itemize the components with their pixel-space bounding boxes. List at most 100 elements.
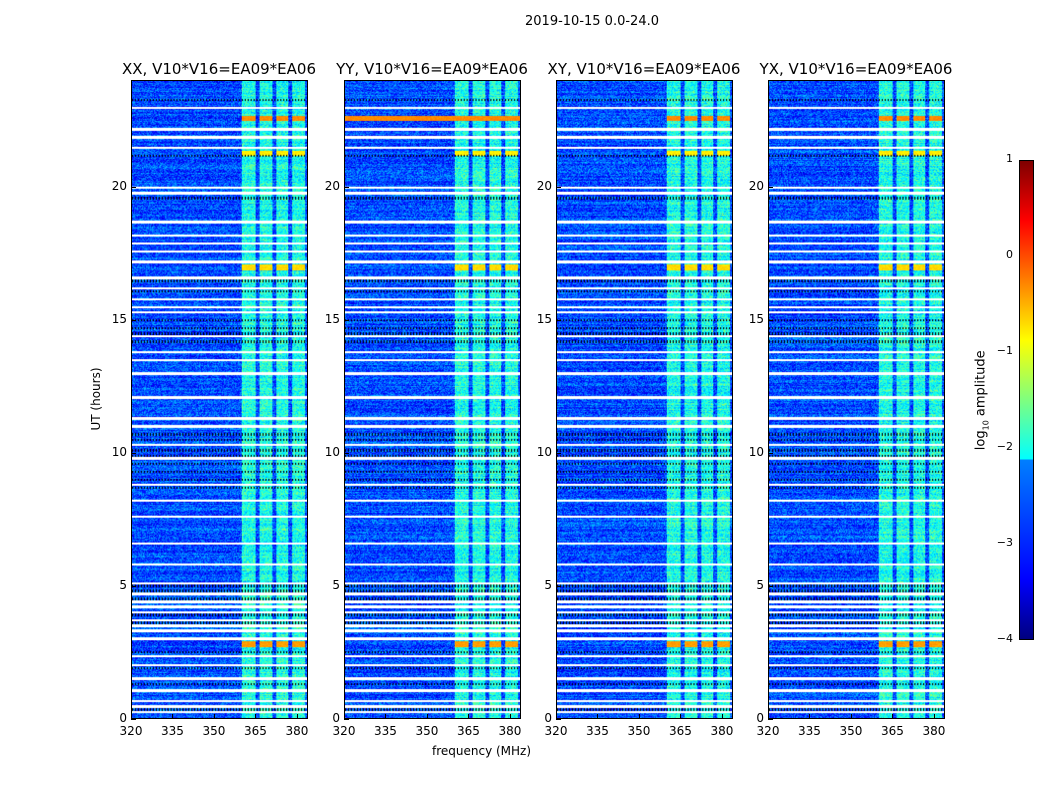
y-tick: [131, 585, 136, 587]
y-tick-label: 10: [536, 444, 552, 459]
x-tick-label: 380: [285, 724, 309, 738]
x-tick: [680, 714, 682, 719]
x-tick: [344, 714, 345, 719]
x-tick: [468, 714, 470, 719]
y-tick-label: 15: [111, 311, 127, 326]
panel-title-1: YY, V10*V16=EA09*EA06: [336, 60, 528, 78]
y-tick-label: 20: [748, 178, 764, 193]
y-tick-label: 5: [544, 577, 552, 592]
y-tick-label: 0: [119, 711, 127, 725]
y-axis-label: UT (hours): [89, 367, 103, 431]
x-tick-label: 320: [332, 724, 356, 738]
y-tick: [131, 452, 136, 454]
x-tick-label: 365: [669, 724, 692, 738]
x-tick: [556, 714, 557, 719]
y-tick: [344, 319, 349, 321]
y-tick: [556, 186, 561, 188]
x-tick: [933, 714, 935, 719]
y-tick: [768, 319, 773, 321]
x-tick-label: 350: [415, 724, 439, 738]
suptitle: 2019-10-15 0.0-24.0: [525, 14, 659, 29]
x-tick: [255, 714, 257, 719]
heatmap-image: [557, 81, 732, 718]
x-tick: [509, 714, 511, 719]
x-tick: [638, 714, 640, 719]
x-tick-label: 350: [202, 724, 226, 738]
y-tick: [344, 452, 349, 454]
x-tick-label: 320: [119, 724, 143, 738]
colorbar-tick-label: 1: [1006, 152, 1013, 165]
y-tick: [768, 585, 773, 587]
y-tick: [131, 719, 136, 720]
y-tick-label: 10: [111, 444, 127, 459]
heatmap-panel-0: [131, 80, 308, 719]
y-tick-label: 20: [324, 178, 340, 193]
x-tick: [892, 714, 894, 719]
y-tick-label: 15: [324, 311, 340, 326]
heatmap-image: [345, 81, 520, 718]
x-tick: [131, 714, 132, 719]
x-tick: [296, 714, 298, 719]
panel-title-2: XY, V10*V16=EA09*EA06: [547, 60, 741, 78]
x-tick-label: 380: [922, 724, 946, 738]
y-tick: [556, 319, 561, 321]
colorbar-label: log10 amplitude: [973, 350, 991, 451]
panel-title-3: YX, V10*V16=EA09*EA06: [759, 60, 953, 78]
x-tick-label: 350: [627, 724, 651, 738]
x-tick-label: 335: [586, 724, 609, 738]
y-tick: [344, 186, 349, 188]
x-tick-label: 380: [710, 724, 734, 738]
heatmap-panel-3: [768, 80, 945, 719]
heatmap-panel-1: [344, 80, 521, 719]
heatmap-image: [132, 81, 307, 718]
x-tick-label: 365: [457, 724, 480, 738]
y-tick: [768, 186, 773, 188]
heatmap-image: [769, 81, 944, 718]
y-tick-label: 20: [111, 178, 127, 193]
y-tick-label: 5: [332, 577, 340, 592]
y-tick-label: 20: [536, 178, 552, 193]
y-tick: [344, 585, 349, 587]
y-tick: [768, 719, 773, 720]
y-tick-label: 0: [544, 711, 552, 725]
x-tick-label: 320: [756, 724, 780, 738]
x-tick-label: 350: [839, 724, 863, 738]
x-tick-label: 380: [498, 724, 522, 738]
x-tick-label: 335: [798, 724, 821, 738]
heatmap-panel-2: [556, 80, 733, 719]
y-tick-label: 15: [748, 311, 764, 326]
colorbar-tick-label: −3: [996, 536, 1013, 549]
x-tick: [172, 714, 174, 719]
x-tick: [850, 714, 852, 719]
x-tick-label: 365: [244, 724, 267, 738]
colorbar-tick-label: −2: [996, 440, 1013, 453]
y-tick-label: 0: [332, 711, 340, 725]
x-tick: [721, 714, 723, 719]
y-tick: [344, 719, 349, 720]
x-axis-label: frequency (MHz): [432, 744, 532, 758]
y-tick: [556, 585, 561, 587]
x-tick: [426, 714, 428, 719]
colorbar-tick-label: −1: [996, 344, 1013, 357]
x-tick: [597, 714, 599, 719]
colorbar-tick-label: 0: [1006, 248, 1013, 261]
y-tick-label: 5: [756, 577, 764, 592]
y-tick-label: 10: [324, 444, 340, 459]
y-tick: [556, 452, 561, 454]
x-tick-label: 335: [161, 724, 184, 738]
x-tick-label: 320: [544, 724, 568, 738]
y-tick: [556, 719, 561, 720]
x-tick: [809, 714, 811, 719]
y-tick-label: 0: [756, 711, 764, 725]
y-tick: [131, 319, 136, 321]
colorbar-tick-label: −4: [996, 632, 1013, 645]
y-tick-label: 15: [536, 311, 552, 326]
panel-title-0: XX, V10*V16=EA09*EA06: [121, 60, 316, 78]
x-tick: [385, 714, 387, 719]
y-tick: [768, 452, 773, 454]
x-tick-label: 365: [881, 724, 904, 738]
y-tick-label: 5: [119, 577, 127, 592]
x-tick-label: 335: [374, 724, 397, 738]
y-tick-label: 10: [748, 444, 764, 459]
